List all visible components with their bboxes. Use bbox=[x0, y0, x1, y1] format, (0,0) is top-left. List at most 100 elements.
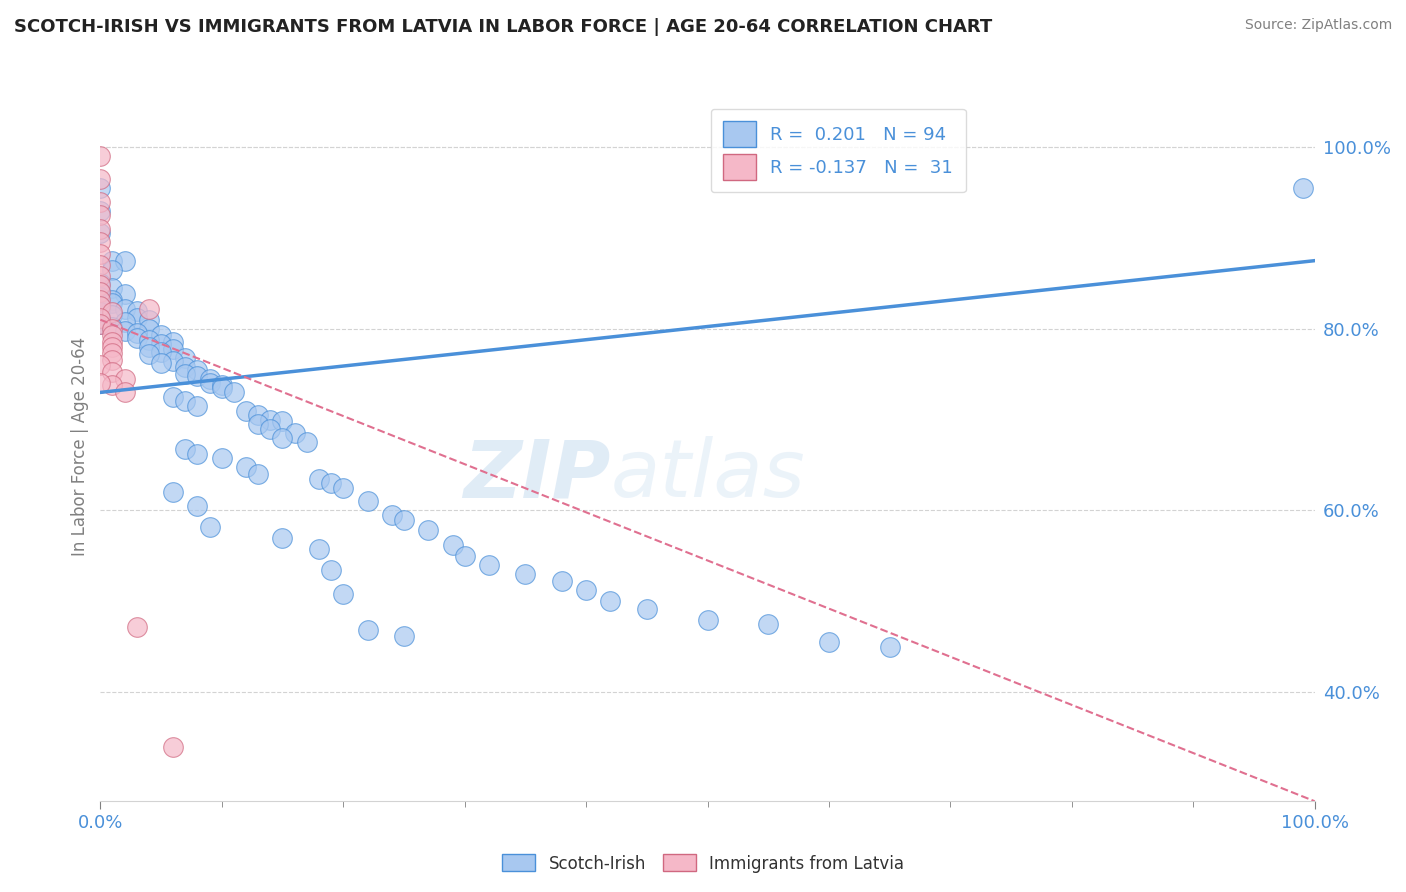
Point bbox=[186, 362, 208, 376]
Point bbox=[101, 365, 124, 379]
Point bbox=[162, 739, 184, 754]
Text: atlas: atlas bbox=[610, 436, 806, 515]
Point bbox=[89, 149, 111, 163]
Point bbox=[392, 512, 415, 526]
Point bbox=[284, 426, 307, 441]
Point bbox=[186, 447, 208, 461]
Point bbox=[392, 629, 415, 643]
Point bbox=[356, 494, 378, 508]
Point bbox=[125, 331, 148, 345]
Point bbox=[101, 296, 124, 310]
Point bbox=[101, 340, 124, 354]
Point bbox=[575, 583, 598, 598]
Point bbox=[453, 549, 475, 563]
Y-axis label: In Labor Force | Age 20-64: In Labor Force | Age 20-64 bbox=[72, 337, 89, 557]
Point bbox=[138, 340, 160, 354]
Point bbox=[551, 574, 574, 589]
Point bbox=[125, 326, 148, 341]
Point bbox=[114, 372, 136, 386]
Point bbox=[198, 372, 221, 386]
Point bbox=[162, 485, 184, 500]
Point bbox=[89, 290, 111, 304]
Point bbox=[101, 293, 124, 307]
Point bbox=[418, 524, 440, 538]
Point bbox=[186, 369, 208, 384]
Point bbox=[174, 394, 197, 409]
Point bbox=[271, 531, 294, 545]
Point bbox=[89, 203, 111, 218]
Legend: R =  0.201   N = 94, R = -0.137   N =  31: R = 0.201 N = 94, R = -0.137 N = 31 bbox=[710, 109, 966, 193]
Point bbox=[89, 310, 111, 325]
Point bbox=[89, 305, 111, 319]
Point bbox=[101, 253, 124, 268]
Point bbox=[89, 181, 111, 195]
Point bbox=[295, 435, 318, 450]
Point bbox=[150, 344, 173, 359]
Point bbox=[138, 322, 160, 336]
Point bbox=[319, 476, 342, 491]
Point bbox=[198, 520, 221, 534]
Point bbox=[247, 417, 270, 432]
Point bbox=[89, 376, 111, 391]
Point bbox=[150, 328, 173, 343]
Point bbox=[138, 347, 160, 361]
Point bbox=[235, 459, 257, 474]
Point bbox=[636, 601, 658, 615]
Point bbox=[101, 346, 124, 360]
Point bbox=[114, 287, 136, 301]
Point bbox=[89, 277, 111, 291]
Point bbox=[174, 368, 197, 382]
Point bbox=[271, 414, 294, 428]
Point bbox=[101, 378, 124, 392]
Point bbox=[319, 563, 342, 577]
Point bbox=[174, 359, 197, 374]
Point bbox=[259, 422, 281, 436]
Point bbox=[186, 399, 208, 413]
Point bbox=[308, 472, 330, 486]
Point bbox=[101, 328, 124, 343]
Point bbox=[101, 320, 124, 334]
Point bbox=[125, 310, 148, 325]
Point bbox=[599, 594, 621, 608]
Point bbox=[114, 253, 136, 268]
Point bbox=[89, 358, 111, 372]
Point bbox=[89, 285, 111, 300]
Point bbox=[186, 499, 208, 513]
Point bbox=[515, 567, 537, 582]
Point bbox=[101, 352, 124, 367]
Point bbox=[174, 351, 197, 365]
Point bbox=[114, 324, 136, 338]
Point bbox=[101, 322, 124, 336]
Point bbox=[89, 278, 111, 293]
Point bbox=[89, 285, 111, 300]
Point bbox=[162, 353, 184, 368]
Point bbox=[125, 303, 148, 318]
Text: ZIP: ZIP bbox=[463, 436, 610, 515]
Point bbox=[259, 412, 281, 426]
Point bbox=[114, 385, 136, 400]
Legend: Scotch-Irish, Immigrants from Latvia: Scotch-Irish, Immigrants from Latvia bbox=[495, 847, 911, 880]
Point bbox=[89, 227, 111, 241]
Point bbox=[150, 337, 173, 351]
Point bbox=[101, 262, 124, 277]
Point bbox=[89, 293, 111, 307]
Point bbox=[89, 318, 111, 332]
Point bbox=[381, 508, 404, 522]
Point bbox=[89, 194, 111, 209]
Point bbox=[89, 247, 111, 261]
Point bbox=[162, 342, 184, 356]
Point bbox=[478, 558, 501, 572]
Point bbox=[101, 305, 124, 319]
Point bbox=[222, 385, 245, 400]
Point bbox=[356, 624, 378, 638]
Point bbox=[332, 587, 354, 601]
Text: SCOTCH-IRISH VS IMMIGRANTS FROM LATVIA IN LABOR FORCE | AGE 20-64 CORRELATION CH: SCOTCH-IRISH VS IMMIGRANTS FROM LATVIA I… bbox=[14, 18, 993, 36]
Point bbox=[247, 408, 270, 422]
Point bbox=[89, 269, 111, 284]
Point bbox=[138, 333, 160, 347]
Point bbox=[114, 301, 136, 316]
Point bbox=[198, 376, 221, 391]
Point bbox=[441, 538, 464, 552]
Point bbox=[211, 381, 233, 395]
Text: Source: ZipAtlas.com: Source: ZipAtlas.com bbox=[1244, 18, 1392, 32]
